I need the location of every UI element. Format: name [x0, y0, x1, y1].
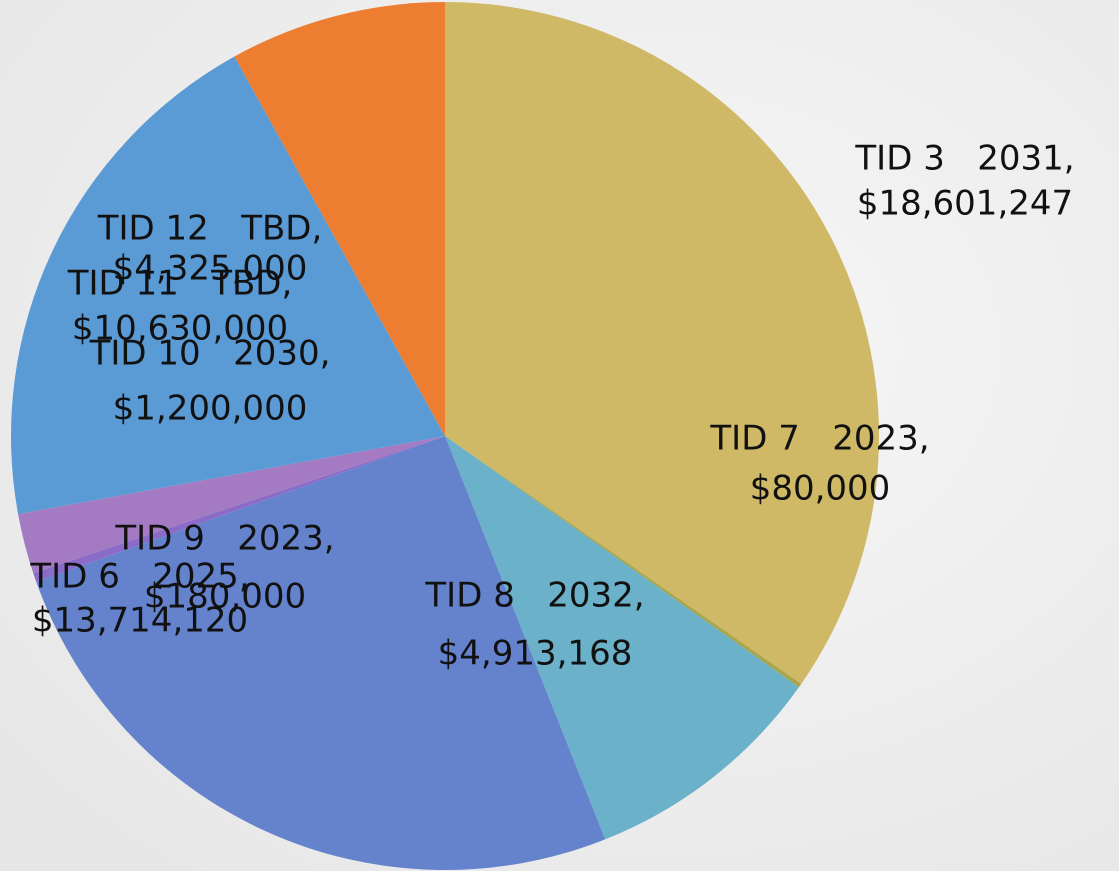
pie-slice: [445, 436, 799, 840]
slice-value-label: $18,601,247: [857, 184, 1073, 224]
slice-value-label: $13,714,120: [32, 601, 248, 641]
slice-category-label: TID 3 2031,: [854, 139, 1074, 179]
slice-category-label: TID 9 2023,: [114, 519, 334, 559]
slice-category-label: TID 12 TBD,: [97, 209, 323, 249]
slice-value-label: $4,913,168: [438, 634, 633, 674]
pie-slice: [234, 2, 445, 436]
labels: TID 3 2031, $18,601,247 TID 7 2023, $80,000…: [29, 139, 1074, 674]
pie-slice: [33, 436, 445, 582]
pie-slice: [11, 56, 445, 515]
slice-value-label: $1,200,000: [113, 389, 308, 429]
slice-category-label: TID 6 2025,: [29, 557, 249, 597]
slice-category-label: TID 7 2023,: [709, 419, 929, 459]
slice-value-label: $180,000: [144, 577, 306, 617]
pie-slice: [445, 2, 880, 684]
slice-value-label: $80,000: [750, 469, 891, 509]
slice-category-label: TID 8 2032,: [424, 576, 644, 616]
pie-slice: [445, 436, 802, 688]
pie-slice: [36, 436, 606, 871]
slice-category-label: TID 11 TBD,: [67, 264, 293, 304]
slice-value-label: $10,630,000: [72, 309, 288, 349]
slice-category-label: TID 10 2030,: [89, 334, 331, 374]
pie-slice: [18, 436, 445, 574]
pie: [11, 2, 880, 871]
slice-value-label: $4,325,000: [113, 249, 308, 289]
